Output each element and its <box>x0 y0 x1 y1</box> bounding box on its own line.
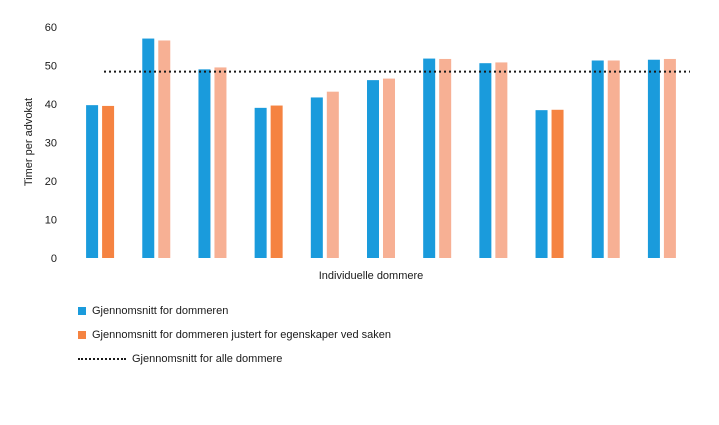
y-tick-label-50: 50 <box>45 61 57 73</box>
bar-series-1-judge-11 <box>647 59 660 258</box>
bar-series-1-judge-10 <box>591 60 604 259</box>
bar-series-1-judge-6 <box>367 80 379 258</box>
legend-swatch-orange <box>78 331 86 339</box>
bar-series-2-judge-10 <box>607 60 620 259</box>
bar-series-2-judge-5 <box>326 91 339 259</box>
legend-label-series-1: Gjennomsnitt for dommeren <box>92 305 229 317</box>
bar-series-1-judge-8 <box>479 63 492 258</box>
bar-series-2-judge-11 <box>663 58 676 258</box>
bar-chart: 0 10 20 30 40 50 60 Individuelle dommere Timer… <box>23 22 690 282</box>
bars <box>86 38 676 259</box>
y-tick-label-20: 20 <box>45 176 57 188</box>
bar-series-2-judge-3 <box>214 67 227 258</box>
bar-series-1-judge-3 <box>198 69 211 258</box>
bar-series-2-judge-1 <box>102 105 115 258</box>
legend-label-series-2: Gjennomsnitt for dommeren justert for eg… <box>92 329 391 341</box>
bar-series-1-judge-4 <box>254 107 267 258</box>
bar-series-2-judge-6 <box>383 78 395 258</box>
bar-series-2-judge-2 <box>158 40 171 258</box>
legend-label-reference: Gjennomsnitt for alle dommere <box>132 353 283 365</box>
x-axis-label: Individuelle dommere <box>319 270 424 282</box>
legend: Gjennomsnitt for dommeren Gjennomsnitt f… <box>78 300 391 372</box>
legend-dotted-line <box>78 358 126 360</box>
y-tick-label-10: 10 <box>45 215 57 227</box>
y-axis-label: Timer per advokat <box>23 98 35 186</box>
y-tick-label-30: 30 <box>45 138 57 150</box>
legend-item-reference: Gjennomsnitt for alle dommere <box>78 348 391 370</box>
y-tick-label-0: 0 <box>51 253 57 265</box>
y-axis-ticks: 0 10 20 30 40 50 60 <box>45 22 57 265</box>
bar-series-1-judge-7 <box>423 58 436 258</box>
y-tick-label-40: 40 <box>45 99 57 111</box>
legend-swatch-blue <box>78 307 86 315</box>
bar-series-2-judge-8 <box>495 62 508 258</box>
bar-series-2-judge-9 <box>551 109 564 259</box>
bar-series-1-judge-1 <box>86 105 99 258</box>
bar-series-2-judge-4 <box>270 105 283 258</box>
bar-series-1-judge-5 <box>310 97 323 258</box>
y-tick-label-60: 60 <box>45 22 57 34</box>
bar-series-1-judge-9 <box>535 110 548 258</box>
bar-series-1-judge-2 <box>142 38 155 258</box>
bar-series-2-judge-7 <box>439 58 452 258</box>
legend-item-series-1: Gjennomsnitt for dommeren <box>78 300 391 322</box>
legend-item-series-2: Gjennomsnitt for dommeren justert for eg… <box>78 324 391 346</box>
